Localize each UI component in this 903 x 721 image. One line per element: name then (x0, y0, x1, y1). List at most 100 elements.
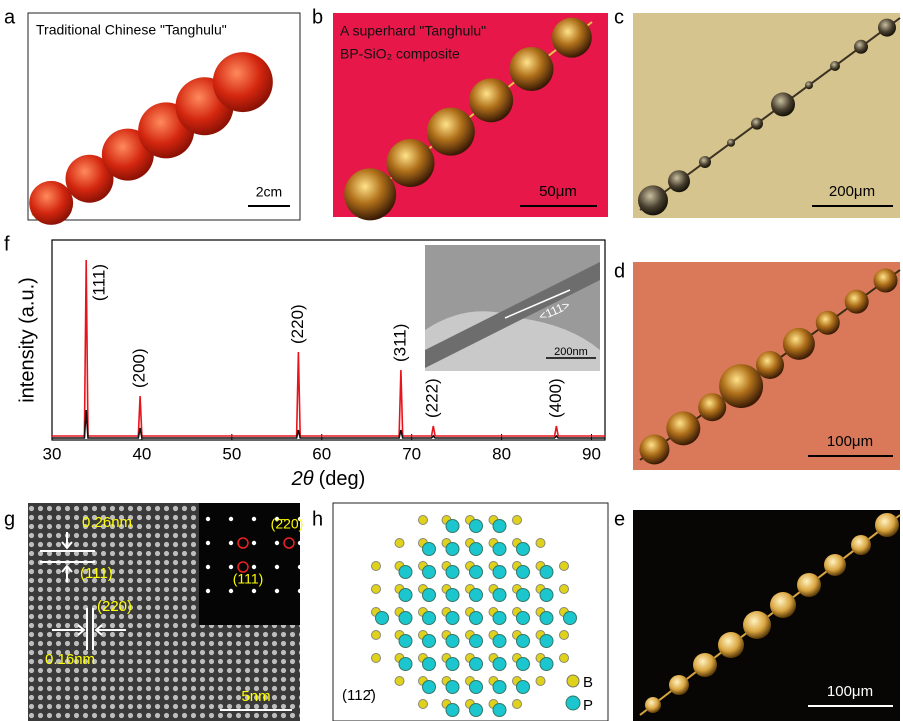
legend-marker (566, 696, 580, 710)
caption: A superhard "Tanghulu" (340, 23, 486, 39)
atom-p (564, 612, 577, 625)
spot (229, 541, 233, 545)
spot (252, 589, 256, 593)
bead (698, 393, 726, 421)
spot (206, 565, 210, 569)
atom-b (395, 539, 404, 548)
scale-label: 2cm (256, 184, 282, 200)
legend-label: B (583, 674, 593, 691)
atom-b (560, 654, 569, 663)
atom-p (470, 543, 483, 556)
atom-p (517, 589, 530, 602)
atom-b (419, 516, 428, 525)
atom-p (423, 543, 436, 556)
atom-p (446, 704, 459, 717)
peak-label: (311) (390, 324, 409, 362)
atom-b (372, 631, 381, 640)
bead (639, 434, 669, 464)
bead (699, 156, 711, 168)
bead (344, 168, 396, 220)
x-tick-label: 70 (402, 444, 421, 463)
atom-p (423, 566, 436, 579)
y-axis-label: intensity (a.u.) (16, 277, 38, 403)
atom-p (423, 635, 436, 648)
bead (874, 269, 898, 293)
bead (666, 411, 700, 445)
caption: Traditional Chinese "Tanghulu" (36, 22, 227, 38)
atom-p (399, 635, 412, 648)
peak-label: (200) (130, 348, 149, 388)
scale-label: 200nm (554, 346, 588, 358)
x-tick-label: 50 (222, 444, 241, 463)
spot (275, 565, 279, 569)
atom-p (446, 566, 459, 579)
panel-label: h (312, 508, 323, 530)
atom-b (372, 562, 381, 571)
bead (645, 697, 661, 713)
bead (213, 52, 273, 112)
panel-label: g (4, 508, 15, 530)
atom-p (493, 681, 506, 694)
atom-p (423, 612, 436, 625)
atom-p (470, 566, 483, 579)
bead (29, 181, 73, 225)
atom-p (446, 658, 459, 671)
bead (510, 47, 554, 91)
atom-p (446, 520, 459, 533)
spot (298, 565, 302, 569)
atom-p (517, 612, 530, 625)
bead (469, 78, 513, 122)
atom-p (399, 589, 412, 602)
scale-label: 100μm (827, 683, 873, 700)
scale-label: 5nm (241, 688, 270, 705)
spacing-label: 0.16nm (45, 651, 95, 668)
spot (275, 589, 279, 593)
spacing-label: 0.26nm (82, 514, 132, 531)
bead (751, 118, 763, 130)
bead (552, 18, 592, 58)
spot (252, 565, 256, 569)
atom-p (399, 612, 412, 625)
scale-label: 200μm (829, 183, 875, 200)
atom-p (423, 658, 436, 671)
atom-p (470, 612, 483, 625)
atom-b (513, 700, 522, 709)
bead (771, 92, 795, 116)
atom-p (540, 612, 553, 625)
atom-p (423, 681, 436, 694)
atom-p (470, 635, 483, 648)
x-axis-unit: (deg) (319, 468, 366, 490)
x-tick-label: 80 (492, 444, 511, 463)
atom-p (446, 681, 459, 694)
x-axis-label: 2θ(deg) (291, 468, 366, 490)
atom-p (470, 658, 483, 671)
bead (770, 592, 796, 618)
plane-label: (111) (80, 565, 113, 582)
atom-p (399, 566, 412, 579)
panel-label: f (4, 233, 10, 255)
atom-p (470, 589, 483, 602)
bead (427, 108, 475, 156)
spot (298, 541, 302, 545)
atom-p (540, 589, 553, 602)
peak-label: (222) (423, 378, 442, 418)
x-axis-symbol: 2θ (291, 468, 314, 490)
atom-p (470, 681, 483, 694)
spot (252, 517, 256, 521)
spot (298, 589, 302, 593)
spot-label: (2̄20) (271, 516, 304, 532)
spot (275, 541, 279, 545)
atom-b (560, 585, 569, 594)
x-tick-label: 40 (132, 444, 151, 463)
atom-p (470, 520, 483, 533)
atom-p (540, 658, 553, 671)
bead (816, 311, 840, 335)
atom-b (536, 677, 545, 686)
atom-p (399, 658, 412, 671)
panel-label: e (614, 508, 625, 530)
peak-label: (400) (546, 378, 565, 418)
legend-label: P (583, 697, 593, 714)
atom-p (446, 589, 459, 602)
x-tick-label: 60 (312, 444, 331, 463)
bead (668, 170, 690, 192)
